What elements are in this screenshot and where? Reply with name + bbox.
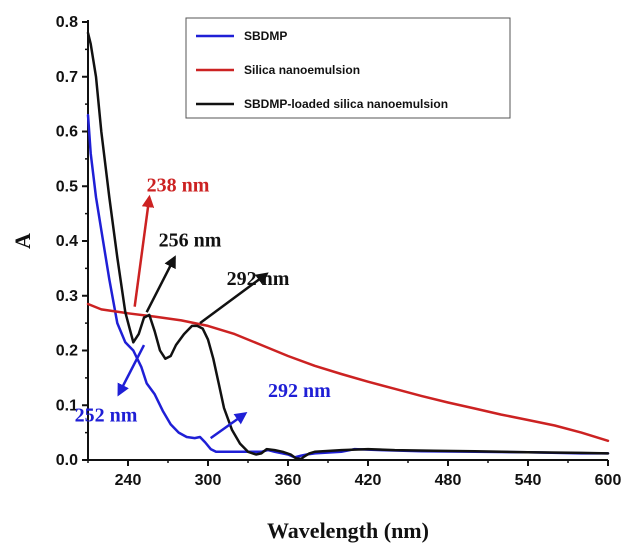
series-line-0: [86, 113, 610, 459]
series-line-1: [86, 302, 610, 443]
series-layer: [86, 31, 610, 461]
legend-label: SBDMP: [244, 29, 287, 43]
y-tick-label: 0.1: [56, 397, 78, 414]
annotation-label: 256 nm: [159, 229, 222, 251]
y-tick-label: 0.8: [56, 14, 78, 31]
x-tick-label: 240: [115, 472, 142, 489]
legend-box: [185, 17, 511, 119]
annotation-arrow: [209, 412, 248, 440]
y-tick-label: 0.4: [56, 233, 78, 250]
x-tick-label: 300: [195, 472, 222, 489]
legend-label: SBDMP-loaded silica nanoemulsion: [244, 97, 448, 111]
annotation-label: 252 nm: [75, 405, 138, 427]
legend: SBDMP Silica nanoemulsion SBDMP-loaded sil…: [185, 17, 511, 119]
y-tick-label: 0.7: [56, 69, 78, 86]
y-axis-title: A: [10, 233, 35, 249]
y-tick-label: 0.5: [56, 178, 78, 195]
annotation-label: 238 nm: [147, 175, 210, 197]
annotation-arrow: [117, 344, 146, 397]
y-tick-label: 0.6: [56, 124, 78, 141]
x-axis-title: Wavelength (nm): [267, 518, 429, 543]
x-tick-label: 420: [355, 472, 382, 489]
annotation-arrow: [133, 194, 155, 307]
series-line-2: [86, 31, 610, 461]
x-tick-label: 480: [435, 472, 462, 489]
x-tick-label: 600: [595, 472, 622, 489]
legend-label: Silica nanoemulsion: [244, 63, 360, 77]
annotation-arrow: [199, 272, 269, 325]
x-tick-label: 540: [515, 472, 542, 489]
annotation-label: 292 nm: [268, 380, 331, 402]
annotation-label: 292 nm: [227, 268, 290, 290]
axes-layer: 0.0 0.1 0.2 0.3 0.4 0.5 0.6 0.7 0.8 240 300 360 420 4…: [56, 14, 622, 489]
y-tick-label: 0.3: [56, 288, 78, 305]
annotation-arrow: [145, 255, 176, 313]
x-tick-label: 360: [275, 472, 302, 489]
y-tick-label: 0.2: [56, 343, 78, 360]
y-tick-label: 0.0: [56, 452, 78, 469]
